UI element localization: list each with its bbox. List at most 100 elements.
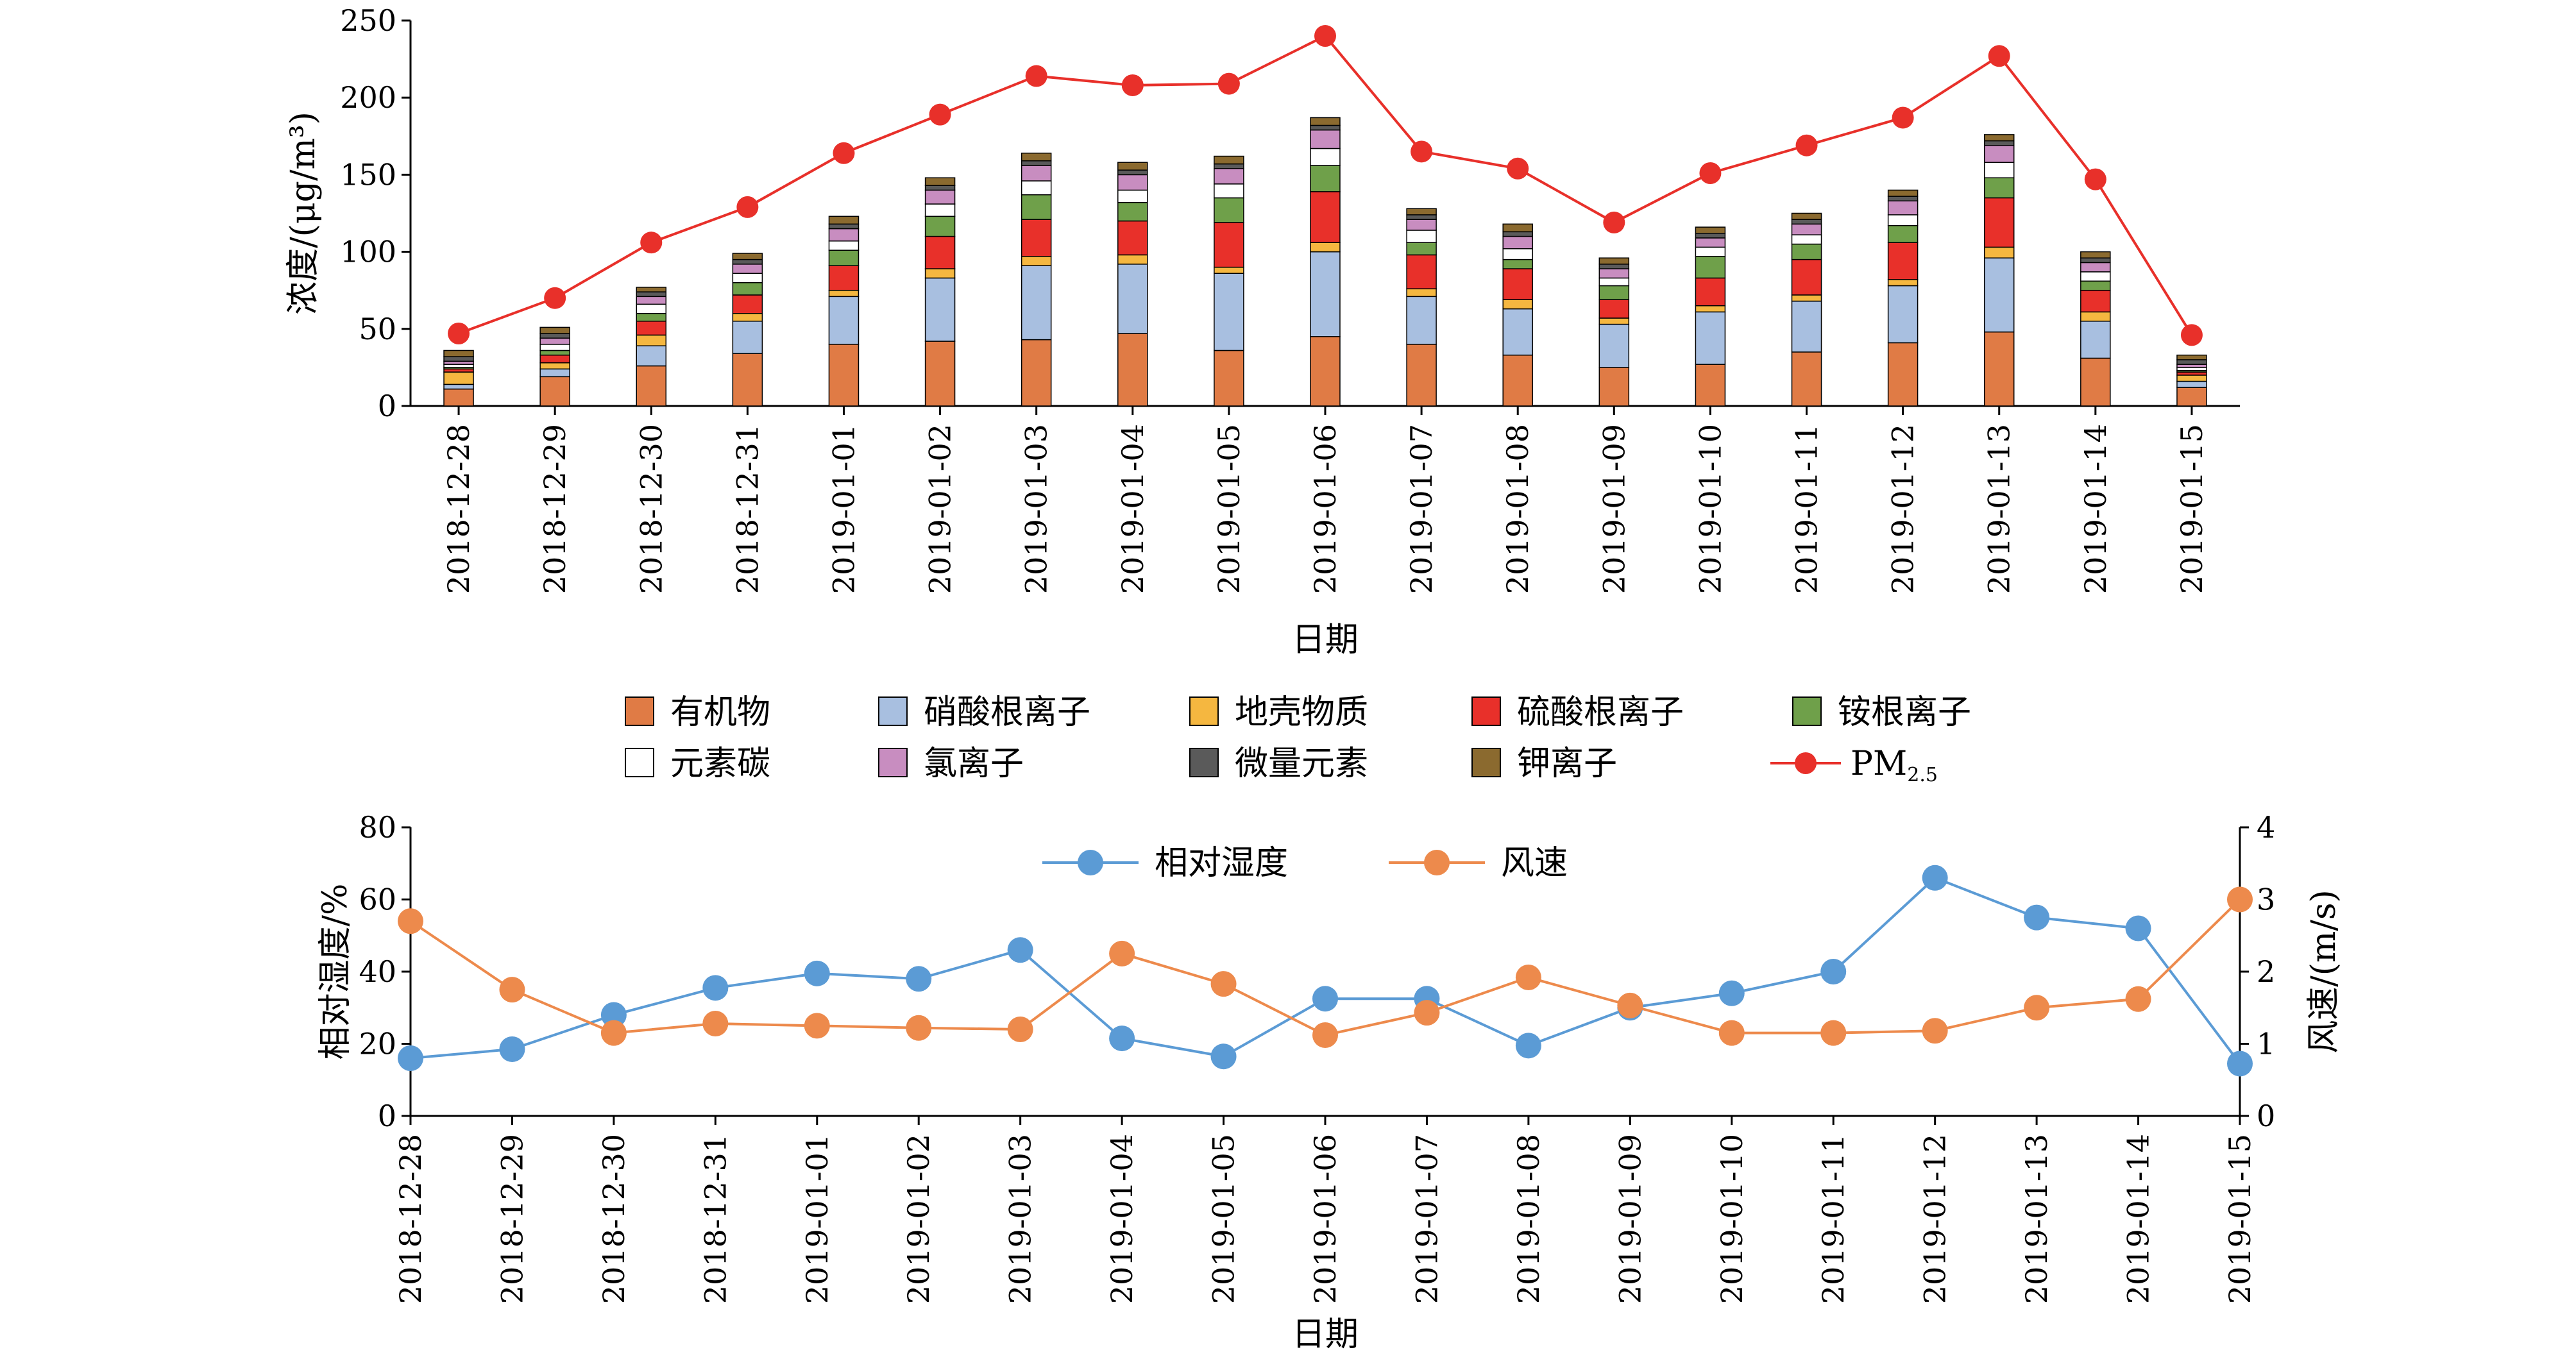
humidity-point: [398, 1045, 423, 1071]
bar-segment: [539, 350, 570, 356]
legend-swatch: [1189, 748, 1219, 777]
bar-segment: [636, 313, 667, 322]
bar-segment: [1502, 235, 1533, 249]
wind-speed-point: [1617, 992, 1643, 1018]
bar-segment: [1983, 177, 2015, 199]
bar-segment: [1117, 254, 1148, 265]
legend-swatch: [625, 748, 654, 777]
legend-marker: [1424, 850, 1450, 875]
x-axis-title: 日期: [1292, 621, 1359, 659]
bar-segment: [1502, 299, 1533, 310]
x-tick-label: 2018-12-31: [698, 1134, 733, 1304]
bar-segment: [636, 365, 667, 407]
x-tick-label: 2018-12-31: [730, 424, 765, 594]
x-tick-label: 2018-12-28: [441, 424, 476, 594]
pm25-point: [1507, 157, 1529, 180]
wind-speed-point: [2125, 986, 2151, 1012]
bar-segment: [1695, 237, 1726, 248]
wind-speed-point: [398, 908, 423, 934]
bar-segment: [1502, 268, 1533, 300]
x-tick-label: 2019-01-13: [2019, 1134, 2054, 1304]
x-tick-label: 2019-01-01: [800, 1134, 835, 1304]
bar-segment: [1502, 231, 1533, 237]
humidity-point: [1007, 937, 1033, 963]
humidity-point: [1820, 959, 1847, 984]
bar-segment: [1887, 196, 1919, 202]
x-tick-label: 2019-01-15: [2223, 1134, 2257, 1304]
bar-segment: [1502, 308, 1533, 356]
bar-segment: [1214, 155, 1244, 165]
bar-segment: [1021, 180, 1052, 196]
bar-segment: [1695, 233, 1726, 239]
x-tick-label: 2018-12-30: [597, 1134, 631, 1304]
bar-segment: [1502, 354, 1533, 407]
bar-segment: [1406, 242, 1437, 256]
wind-speed-point: [906, 1015, 932, 1041]
wind-speed-point: [2024, 995, 2050, 1021]
bar-segment: [636, 303, 667, 314]
legend-swatch: [625, 696, 654, 726]
bar-segment: [539, 376, 570, 407]
humidity-point: [1109, 1026, 1135, 1052]
bar-segment: [1695, 311, 1726, 365]
bar-segment: [1117, 220, 1148, 256]
bar-segment: [1887, 242, 1919, 280]
bar-segment: [1598, 257, 1630, 265]
left-y-tick-label: 60: [359, 882, 396, 917]
x-tick-label: 2019-01-06: [1308, 1134, 1343, 1304]
bar-segment: [1791, 212, 1822, 220]
bar-segment: [2080, 311, 2111, 322]
legend-pm25-label: PM2.5: [1851, 745, 1938, 786]
pm25-point: [1795, 134, 1818, 156]
legend-label: 氯离子: [924, 745, 1024, 783]
bar-segment: [1214, 197, 1244, 223]
y-tick-label: 100: [340, 235, 396, 269]
bar-segment: [1021, 194, 1052, 220]
humidity-point: [1210, 1043, 1237, 1070]
bar-segment: [1502, 248, 1533, 260]
bar-segment: [828, 249, 860, 266]
bar-segment: [1406, 296, 1437, 345]
x-tick-label: 2018-12-30: [634, 424, 668, 594]
legend-label: 铵根离子: [1838, 693, 1971, 732]
bar-segment: [539, 326, 570, 334]
bar-segment: [1983, 331, 2015, 407]
pm25-point: [736, 196, 759, 218]
bar-segment: [1791, 219, 1822, 225]
bar-segment: [1310, 191, 1341, 243]
right-y-tick-label: 0: [2257, 1099, 2275, 1133]
legend-marker: [1078, 850, 1103, 875]
bar-segment: [924, 341, 956, 407]
y-tick-label: 200: [340, 80, 396, 115]
bar-segment: [1310, 129, 1341, 149]
bar-segment: [924, 189, 956, 205]
y-tick-label: 150: [340, 157, 396, 192]
right-y-tick-label: 3: [2257, 882, 2275, 917]
legend-label: 微量元素: [1235, 745, 1368, 783]
bar-segment: [636, 345, 667, 367]
bar-segment: [1887, 224, 1919, 243]
bar-segment: [1021, 160, 1052, 166]
legend-swatch: [1471, 748, 1501, 777]
bar-segment: [732, 258, 763, 265]
bar-segment: [1695, 226, 1726, 234]
x-tick-label: 2019-01-10: [1693, 424, 1727, 594]
bar-segment: [1887, 214, 1919, 226]
bar-segment: [1887, 285, 1919, 344]
bar-segment: [828, 344, 860, 407]
bar-segment: [1598, 317, 1630, 325]
bar-segment: [732, 294, 763, 314]
bar-segment: [828, 289, 860, 298]
y-tick-label: 250: [340, 3, 396, 38]
x-tick-label: 2019-01-08: [1511, 1134, 1546, 1304]
x-tick-label: 2019-01-11: [1790, 424, 1824, 594]
legend-swatch: [1189, 696, 1219, 726]
bar-segment: [1598, 277, 1630, 287]
x-tick-label: 2019-01-08: [1500, 424, 1535, 594]
left-y-axis-title: 相对湿度/%: [316, 884, 355, 1060]
x-tick-label: 2019-01-13: [1982, 424, 2017, 594]
pm25-point: [640, 232, 663, 254]
legend-label: 风速: [1501, 844, 1568, 882]
